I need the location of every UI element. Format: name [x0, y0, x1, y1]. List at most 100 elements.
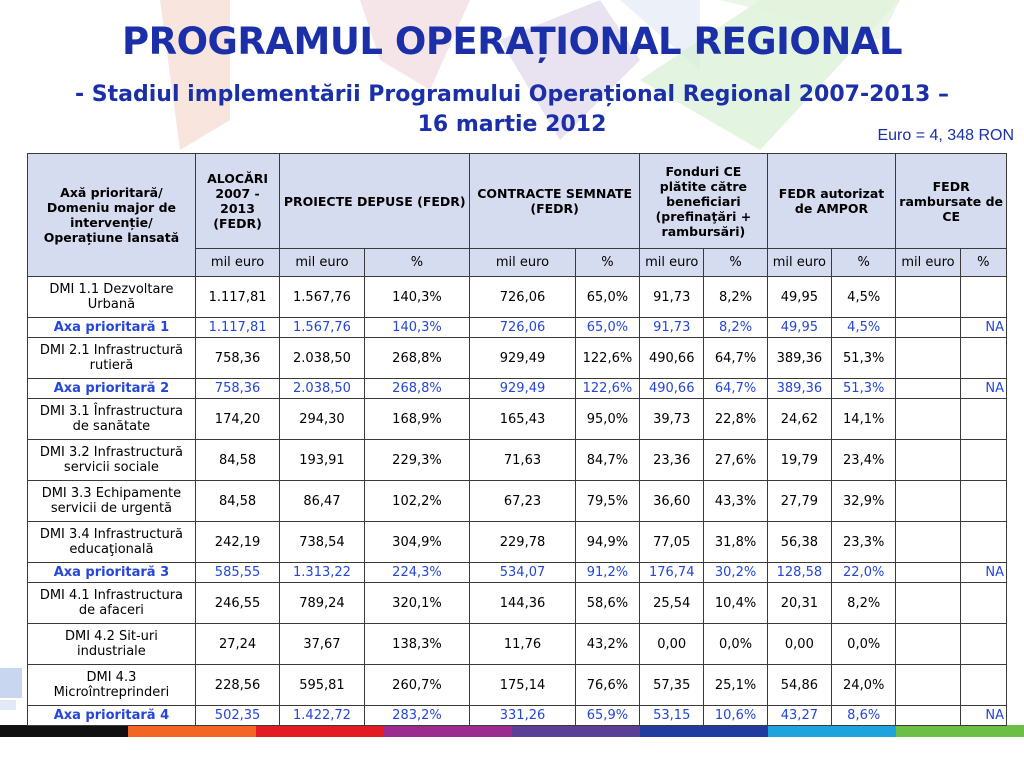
table-cell: 65,0%	[574, 276, 641, 318]
table-row-axa: Axa prioritară 4 502,35 1.422,72 283,2% 331,…	[27, 705, 1008, 726]
table-cell: 1.422,72	[279, 705, 365, 726]
table-cell: 929,49	[469, 378, 576, 399]
table-cell	[895, 317, 961, 338]
table-cell: 268,8%	[363, 337, 471, 379]
table-cell: 23,3%	[831, 521, 897, 563]
table-cell: 43,2%	[574, 623, 641, 665]
table-cell	[959, 439, 1008, 481]
table-cell: 77,05	[639, 521, 705, 563]
table-cell: NA	[959, 317, 1008, 338]
table-cell: 0,00	[766, 623, 833, 665]
table-cell	[895, 439, 961, 481]
row-label: DMI 1.1 Dezvoltare Urbană	[27, 276, 196, 318]
table-row: DMI 3.3 Echipamente servicii de urgentă 8…	[27, 480, 1008, 522]
color-stripe	[896, 725, 1024, 737]
header-reimbursed: FEDR rambursate de CE	[895, 153, 1007, 249]
table-cell: 789,24	[279, 582, 365, 624]
table-row: DMI 2.1 Infrastructură rutieră 758,36 2.03…	[27, 337, 1008, 379]
table-cell: 229,78	[469, 521, 576, 563]
table-cell: 144,36	[469, 582, 576, 624]
table-cell: 122,6%	[574, 378, 641, 399]
table-cell	[895, 337, 961, 379]
background-decoration	[160, 0, 900, 150]
unit-cell: mil euro	[895, 248, 961, 277]
color-stripe	[640, 725, 768, 737]
table-cell: 76,6%	[574, 664, 641, 706]
table-cell: 4,5%	[831, 317, 897, 338]
table-cell: 84,58	[194, 480, 281, 522]
table-cell: 58,6%	[574, 582, 641, 624]
exchange-rate: Euro = 4, 348 RON	[877, 127, 1014, 144]
table-cell: 91,73	[639, 276, 705, 318]
table-cell: 57,35	[639, 664, 705, 706]
table-cell: 51,3%	[831, 337, 897, 379]
table-cell: 30,2%	[703, 562, 768, 583]
table-cell: 1.117,81	[194, 276, 281, 318]
table-cell	[959, 337, 1008, 379]
table-cell	[895, 398, 961, 440]
table-cell: 128,58	[766, 562, 833, 583]
row-label: DMI 4.1 Infrastructura de afaceri	[27, 582, 196, 624]
table-cell	[959, 664, 1008, 706]
table-cell: NA	[959, 562, 1008, 583]
implementation-status-table: Axă prioritară/ Domeniu major de interve…	[27, 153, 1008, 726]
table-cell: 71,63	[469, 439, 576, 481]
table-cell: 79,5%	[574, 480, 641, 522]
table-cell: 389,36	[766, 378, 833, 399]
row-label: DMI 2.1 Infrastructură rutieră	[27, 337, 196, 379]
unit-cell: %	[959, 248, 1008, 277]
unit-cell: mil euro	[639, 248, 705, 277]
table-cell: 168,9%	[363, 398, 471, 440]
table-cell	[895, 582, 961, 624]
header-projects: PROIECTE DEPUSE (FEDR)	[279, 153, 471, 249]
table-cell: 0,0%	[703, 623, 768, 665]
logo-icon	[0, 668, 22, 710]
table-cell	[959, 623, 1008, 665]
table-cell: 8,2%	[703, 317, 768, 338]
table-cell: 2.038,50	[279, 378, 365, 399]
table-cell: 246,55	[194, 582, 281, 624]
page-title: PROGRAMUL OPERAȚIONAL REGIONAL	[121, 20, 903, 63]
table-cell: 726,06	[469, 317, 576, 338]
table-cell: 53,15	[639, 705, 705, 726]
table-cell: 8,2%	[831, 582, 897, 624]
unit-cell: mil euro	[194, 248, 281, 277]
table-cell: 86,47	[279, 480, 365, 522]
table-cell: 4,5%	[831, 276, 897, 318]
table-cell: 320,1%	[363, 582, 471, 624]
table-cell: 64,7%	[703, 337, 768, 379]
table-cell: 25,54	[639, 582, 705, 624]
color-stripe-bar	[0, 725, 1024, 737]
unit-cell: %	[363, 248, 471, 277]
table-cell	[895, 664, 961, 706]
row-label: DMI 4.3 Microîntreprinderi	[27, 664, 196, 706]
header-contracts: CONTRACTE SEMNATE (FEDR)	[469, 153, 641, 249]
table-cell: 140,3%	[363, 276, 471, 318]
table-row-axa: Axa prioritară 3 585,55 1.313,22 224,3% 534,…	[27, 562, 1008, 583]
table-cell	[959, 582, 1008, 624]
table-cell: 32,9%	[831, 480, 897, 522]
color-stripe	[0, 725, 128, 737]
table-cell: 36,60	[639, 480, 705, 522]
table-cell	[895, 521, 961, 563]
table-cell: 1.567,76	[279, 276, 365, 318]
table-cell: 585,55	[194, 562, 281, 583]
table-cell: 502,35	[194, 705, 281, 726]
table-cell: 1.567,76	[279, 317, 365, 338]
table-cell: 283,2%	[363, 705, 471, 726]
table-cell: 31,8%	[703, 521, 768, 563]
table-cell: 122,6%	[574, 337, 641, 379]
table-row: DMI 4.3 Microîntreprinderi 228,56 595,81 26…	[27, 664, 1008, 706]
table-cell: 65,0%	[574, 317, 641, 338]
table-cell: 43,27	[766, 705, 833, 726]
color-stripe	[512, 725, 640, 737]
table-cell: 37,67	[279, 623, 365, 665]
table-cell	[959, 521, 1008, 563]
unit-cell: %	[574, 248, 641, 277]
units-row: mil euro mil euro % mil euro % mil euro …	[28, 248, 1008, 277]
table-cell: 27,79	[766, 480, 833, 522]
table-cell	[895, 480, 961, 522]
table-cell: 102,2%	[363, 480, 471, 522]
table-cell: NA	[959, 378, 1008, 399]
table-row: DMI 4.1 Infrastructura de afaceri 246,55 7…	[27, 582, 1008, 624]
